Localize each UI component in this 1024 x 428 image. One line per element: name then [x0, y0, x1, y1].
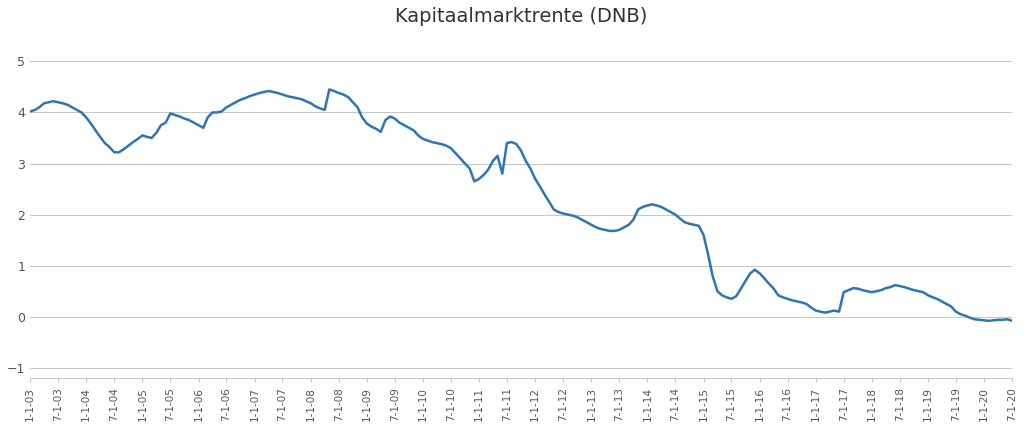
Title: Kapitaalmarktrente (DNB): Kapitaalmarktrente (DNB) [395, 7, 647, 26]
